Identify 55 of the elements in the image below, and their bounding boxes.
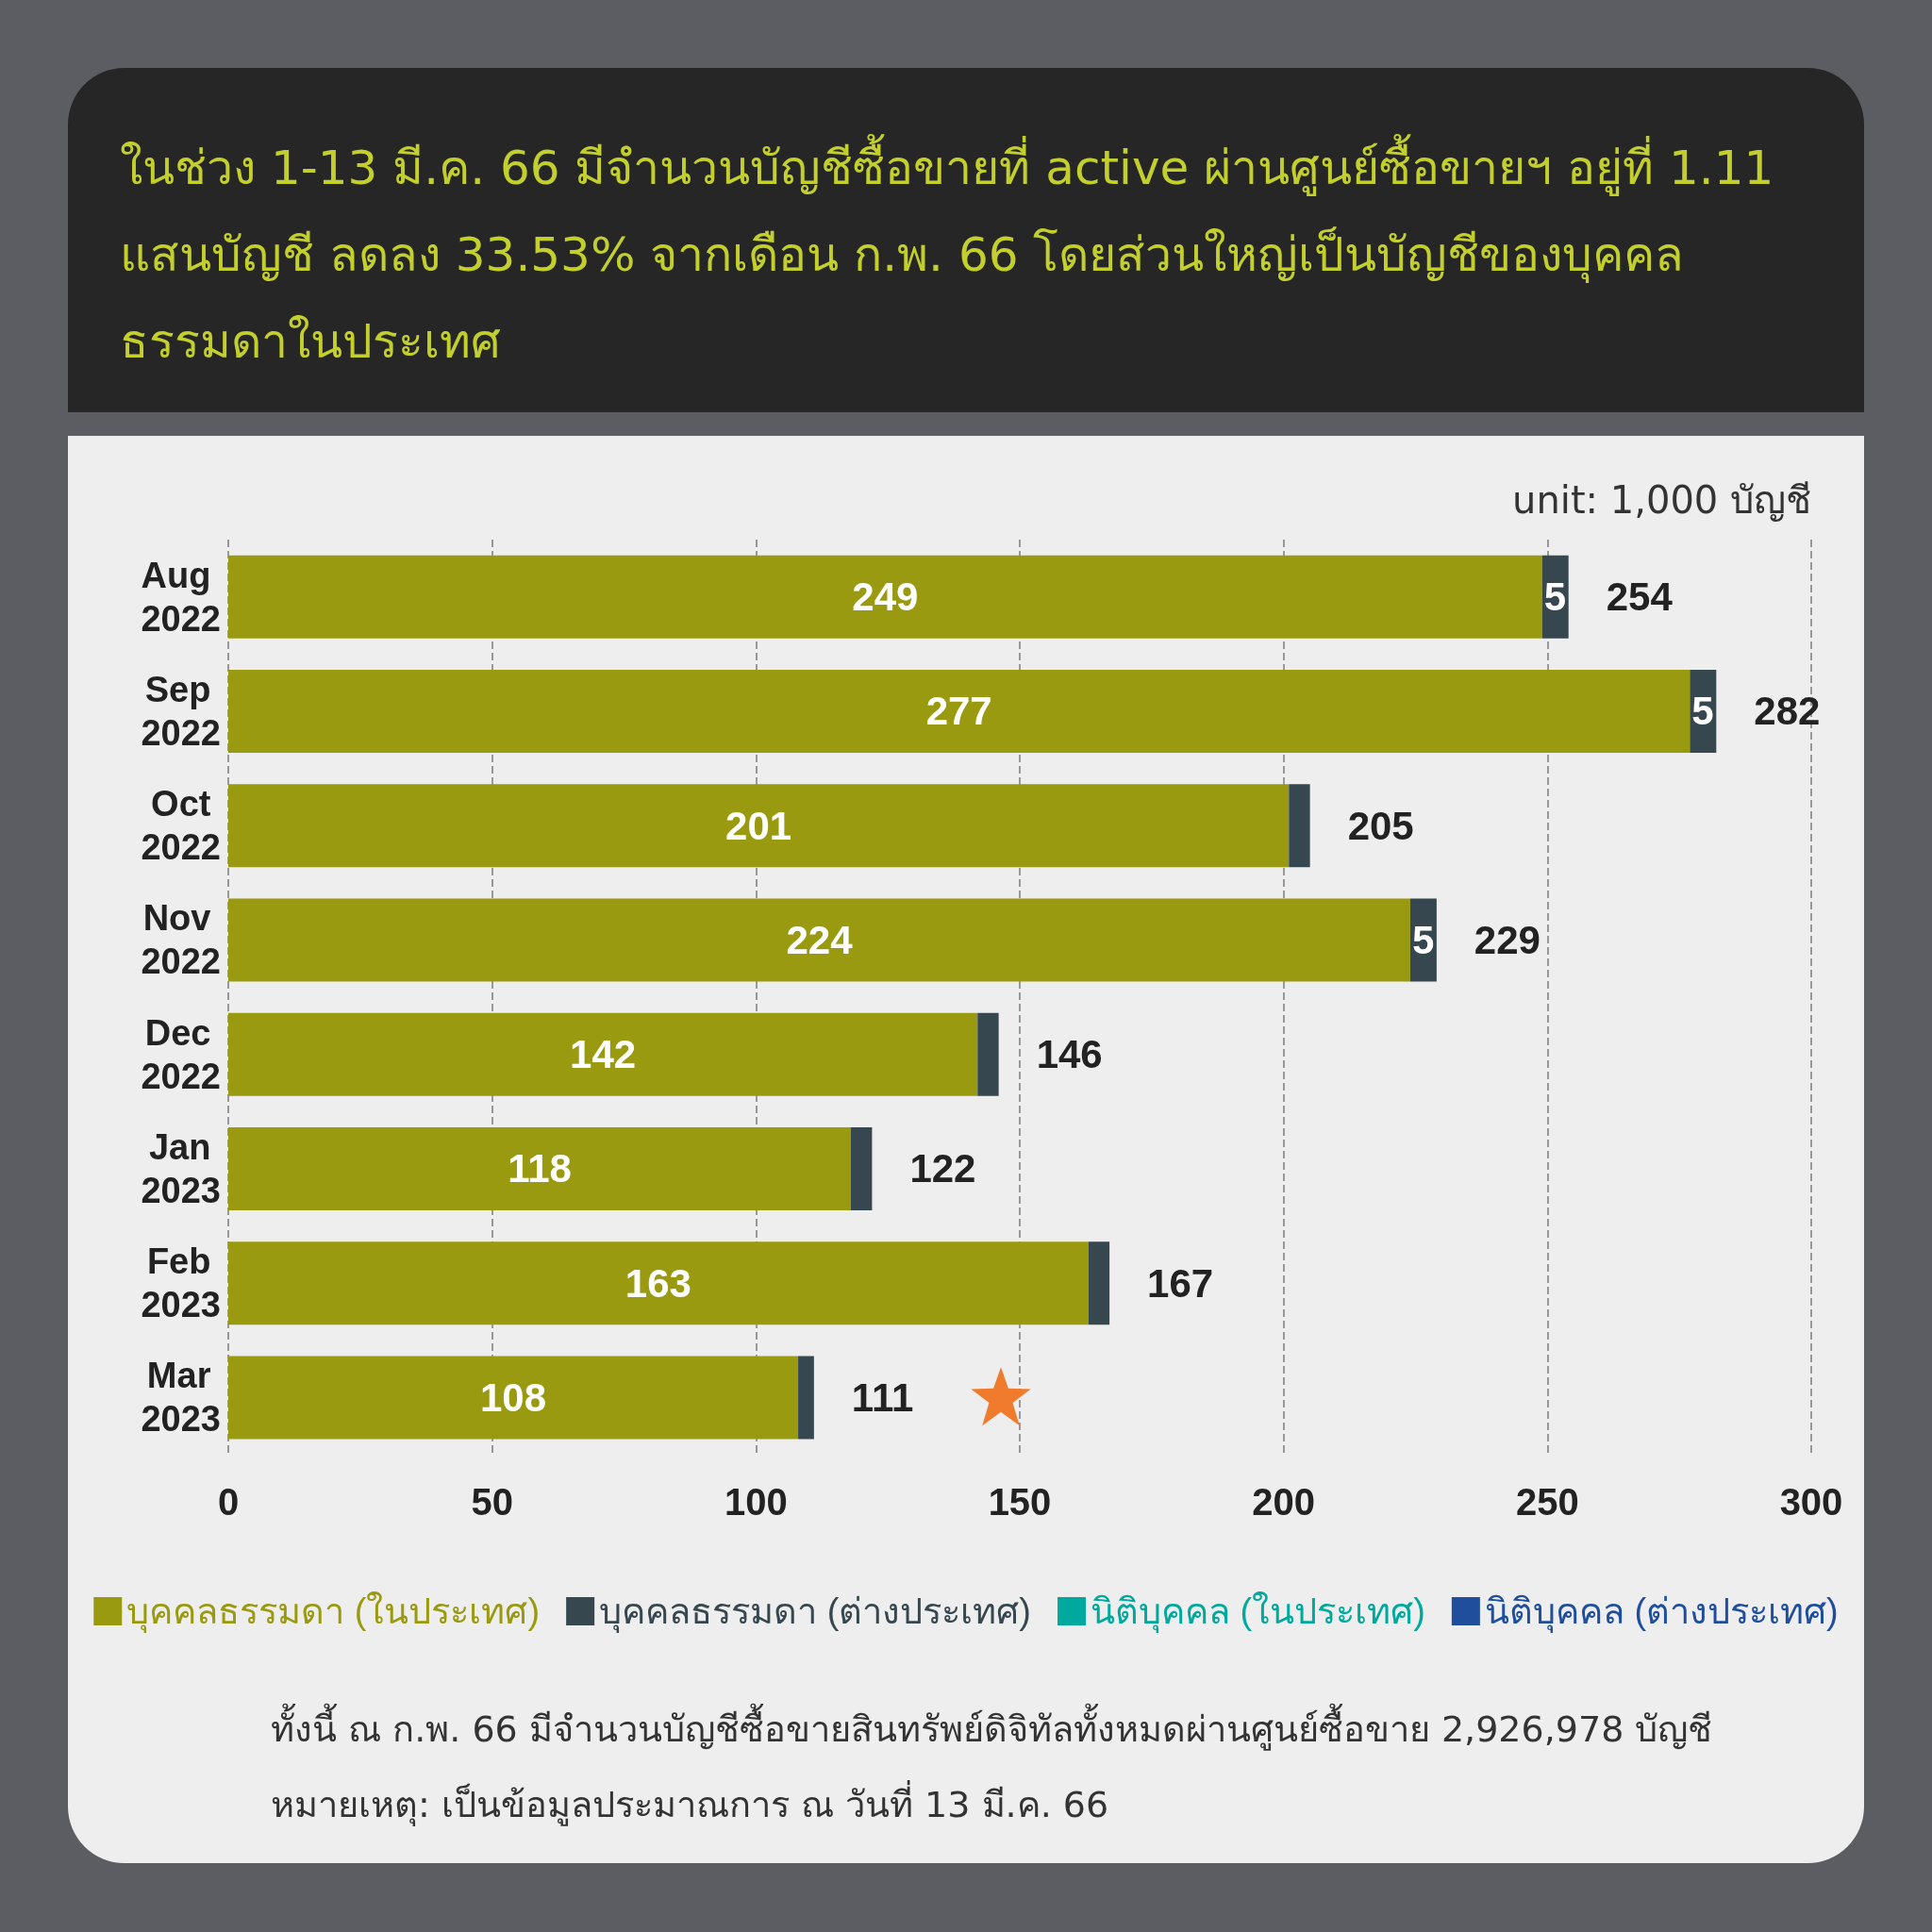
total-label: 229 — [1474, 917, 1541, 962]
x-tick-label: 100 — [724, 1481, 788, 1523]
x-tick-label: 200 — [1252, 1481, 1316, 1523]
text: ทั้งนี้ ณ ก.พ. 66 มีจำนวนบัญชีซื้อขายสินทรัพย์ดิจิทัลทั้งหมดผ่านศูนย์ซื้อขาย 2,926,978 บัญชี — [271, 1702, 1713, 1753]
bar — [798, 1356, 814, 1440]
bar — [851, 1126, 873, 1210]
total-label: 122 — [909, 1146, 976, 1191]
bar — [228, 1241, 1089, 1325]
total-label: 146 — [1036, 1032, 1103, 1077]
y-tick-label: Feb 2023 — [141, 1241, 221, 1325]
y-tick-label: Oct 2022 — [141, 784, 221, 868]
bar — [228, 784, 1290, 868]
y-tick-label: Jan 2023 — [141, 1126, 221, 1210]
bar — [228, 1356, 799, 1440]
text: หมายเหตุ: เป็นข้อมูลประมาณการ ณ วันที่ 13 มี.ค. 66 — [271, 1779, 1109, 1828]
x-tick-label: 50 — [471, 1481, 513, 1523]
data-label: 277 — [925, 689, 992, 734]
bar — [1289, 784, 1310, 868]
data-label: 201 — [725, 803, 792, 848]
text: unit: 1,000 บัญชี — [1512, 477, 1811, 524]
legend-label: บุคคลธรรมดา (ในประเทศ) — [126, 1591, 541, 1633]
chart-title: ในช่วง 1-13 มี.ค. 66 มีจำนวนบัญชีซื้อขายที่ active ผ่านศูนย์ซื้อขายฯ อยู่ที่ 1.11 แสนบัญชี ลดลง 33.53% จากเดือน ก.พ. 66 โดยส่วนใหญ่เป็นบัญชีของบุคคลธรรมดาในประเทศ — [68, 68, 1864, 412]
y-tick-label: Sep 2022 — [141, 669, 221, 753]
y-tick-label: Mar 2023 — [141, 1356, 221, 1440]
bar — [228, 1126, 852, 1210]
x-tick-label: 250 — [1515, 1481, 1579, 1523]
total-label: 254 — [1606, 575, 1674, 620]
y-tick-label: Nov 2022 — [141, 898, 221, 982]
bar — [977, 1012, 999, 1096]
total-label: 205 — [1347, 803, 1414, 848]
legend-label: นิติบุคคล (ต่างประเทศ) — [1484, 1591, 1839, 1633]
data-label: 142 — [570, 1032, 637, 1077]
bar — [228, 669, 1690, 753]
data-label: 163 — [625, 1260, 691, 1306]
x-tick-label: 0 — [217, 1481, 240, 1523]
legend-label: นิติบุคคล (ในประเทศ) — [1091, 1591, 1425, 1633]
y-tick-label: Dec 2022 — [141, 1012, 221, 1096]
data-label: 5 — [1543, 575, 1567, 620]
x-tick-label: 300 — [1779, 1481, 1843, 1523]
x-tick-label: 150 — [988, 1481, 1052, 1523]
bar — [228, 555, 1542, 639]
total-label: 282 — [1754, 689, 1821, 734]
data-label: 224 — [786, 917, 854, 962]
data-label: 5 — [1411, 917, 1435, 962]
total-label: 167 — [1147, 1260, 1214, 1306]
bar — [1088, 1241, 1110, 1325]
bar — [228, 1012, 978, 1096]
total-label: 111 — [851, 1374, 914, 1420]
data-label: 108 — [480, 1374, 547, 1420]
data-label: 118 — [508, 1146, 572, 1191]
bar — [228, 898, 1410, 982]
data-label: 5 — [1691, 689, 1714, 734]
data-label: 249 — [852, 575, 919, 620]
y-tick-label: Aug 2022 — [141, 555, 221, 639]
legend-label: บุคคลธรรมดา (ต่างประเทศ) — [599, 1591, 1032, 1633]
